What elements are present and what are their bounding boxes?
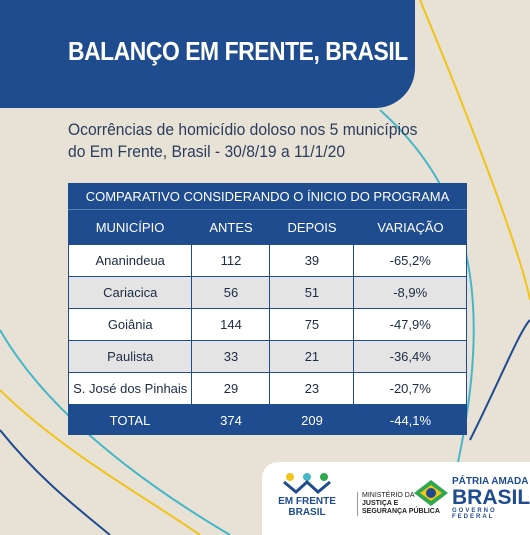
- cell: ANTES: [209, 220, 253, 235]
- cell: 33: [192, 341, 271, 372]
- cell: 23: [270, 373, 355, 404]
- ministry: SEGURANÇA PÚBLICA: [362, 508, 440, 515]
- caption: COMPARATIVO CONSIDERANDO O ÍNICIO DO PRO…: [85, 188, 450, 204]
- cell: 39: [270, 245, 355, 276]
- cell: TOTAL: [109, 412, 151, 428]
- table-row: Goiânia 144 75 -47,9%: [68, 309, 467, 341]
- cell: -20,7%: [389, 381, 431, 396]
- table-row: S. José dos Pinhais 29 23 -20,7%: [68, 373, 467, 405]
- ministry: MINISTÉRIO DA: [362, 492, 415, 499]
- footer: EM FRENTE BRASIL MINISTÉRIO DA JUSTIÇA E…: [262, 462, 530, 535]
- table: COMPARATIVO CONSIDERANDO O ÍNICIO DO PRO…: [68, 183, 467, 435]
- cell: 51: [270, 277, 355, 308]
- cell: Paulista: [69, 341, 193, 372]
- flag: [414, 480, 448, 506]
- header: [0, 0, 415, 108]
- program-name: EM FRENTE: [278, 496, 336, 507]
- cell: 21: [270, 341, 355, 372]
- table-row: Cariacica 56 51 -8,9%: [68, 277, 467, 309]
- cell: -8,9%: [393, 285, 428, 300]
- cell: 75: [270, 309, 355, 340]
- cell: 374: [220, 412, 242, 428]
- table-row: Paulista 33 21 -36,4%: [68, 341, 467, 373]
- cell: 56: [192, 277, 271, 308]
- cell: -65,2%: [389, 253, 431, 268]
- title: BALANÇO EM FRENTE, BRASIL: [68, 36, 408, 66]
- ministry: JUSTIÇA E: [362, 500, 399, 507]
- table-row: Ananindeua 112 39 -65,2%: [68, 245, 467, 277]
- cell: Ananindeua: [69, 245, 193, 276]
- government: GOVERNO FEDERAL: [452, 508, 497, 520]
- cell: -44,1%: [389, 412, 432, 428]
- cell: DEPOIS: [287, 220, 337, 235]
- cell: 112: [192, 245, 271, 276]
- slogan: PÁTRIA AMADA: [452, 476, 529, 487]
- cell: 144: [192, 309, 271, 340]
- cell: S. José dos Pinhais: [69, 373, 193, 404]
- brand: BRASIL: [452, 486, 530, 509]
- subtitle: do Em Frente, Brasil - 30/8/19 a 11/1/20: [68, 142, 346, 161]
- cell: -47,9%: [389, 317, 431, 332]
- logo-icon: [283, 473, 331, 494]
- cell: VARIAÇÃO: [377, 220, 444, 235]
- subtitle: Ocorrências de homicídio doloso nos 5 mu…: [68, 120, 418, 139]
- cell: 29: [192, 373, 271, 404]
- program-name: BRASIL: [288, 507, 326, 518]
- cell: MUNICÍPIO: [95, 220, 165, 235]
- cell: -36,4%: [389, 349, 431, 364]
- cell: Goiânia: [69, 309, 193, 340]
- cell: Cariacica: [69, 277, 193, 308]
- cell: 209: [301, 412, 323, 428]
